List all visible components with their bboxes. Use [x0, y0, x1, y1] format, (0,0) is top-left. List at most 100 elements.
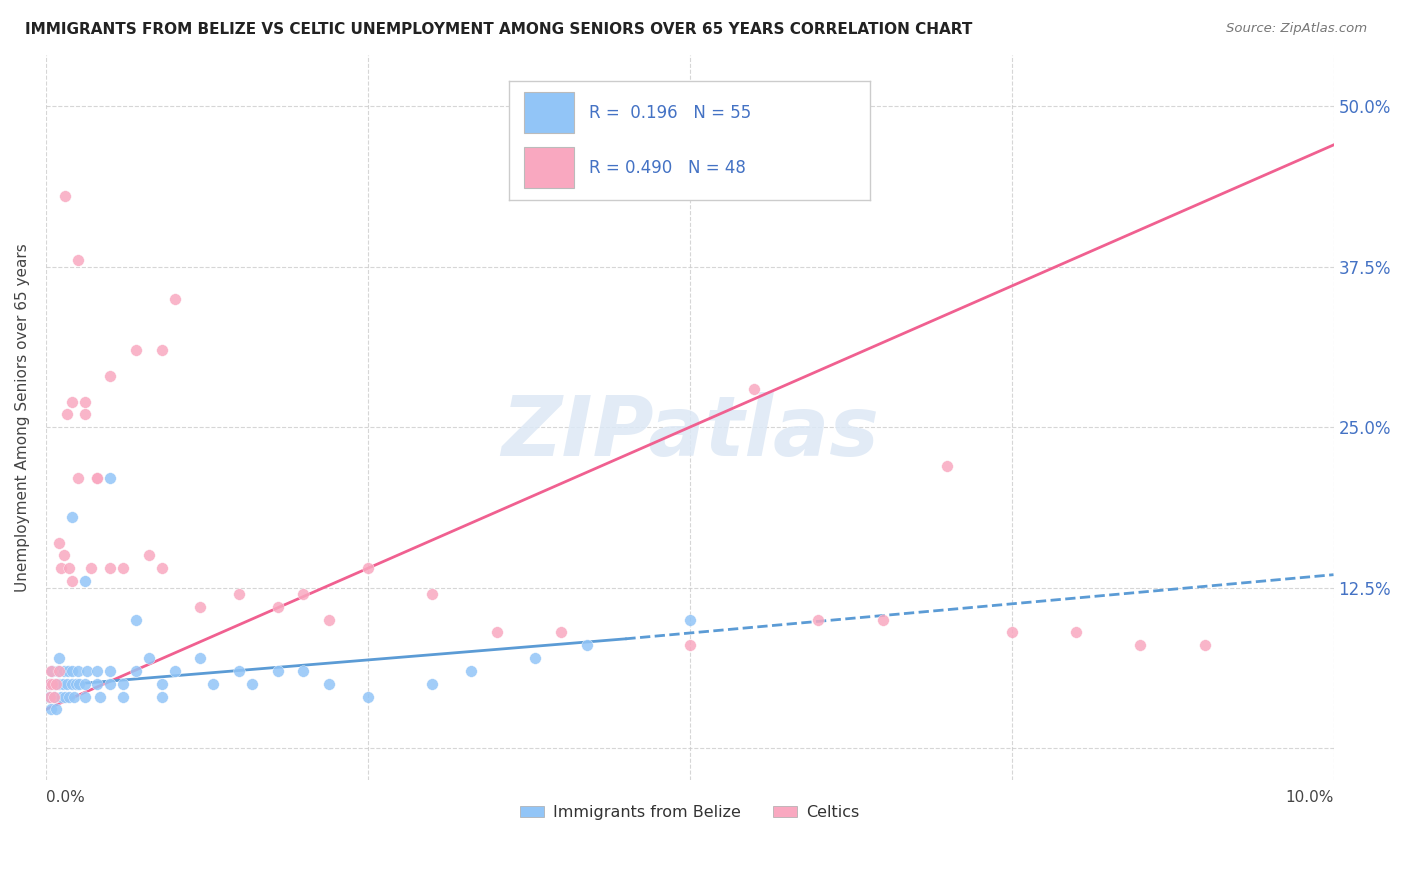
Point — [60, 510, 83, 524]
Point — [1129, 638, 1152, 652]
Point — [318, 613, 340, 627]
Point — [150, 677, 173, 691]
Point — [58, 690, 80, 704]
Point — [73, 677, 96, 691]
Point — [318, 677, 340, 691]
Point — [460, 664, 482, 678]
Point — [65, 677, 87, 691]
Point — [53, 189, 76, 203]
Point — [53, 664, 76, 678]
Point — [150, 561, 173, 575]
Point — [38, 677, 60, 691]
Point — [63, 690, 86, 704]
Point — [89, 690, 111, 704]
Point — [48, 664, 70, 678]
Point — [228, 664, 250, 678]
Point — [67, 471, 90, 485]
Point — [125, 613, 148, 627]
Point — [524, 651, 547, 665]
Point — [69, 677, 91, 691]
Point — [125, 664, 148, 678]
Point — [150, 343, 173, 358]
Point — [86, 471, 108, 485]
Point — [60, 664, 83, 678]
Point — [73, 394, 96, 409]
Point — [73, 690, 96, 704]
Point — [48, 651, 70, 665]
Point — [112, 677, 135, 691]
Point — [267, 599, 290, 614]
Point — [48, 677, 70, 691]
Point — [48, 535, 70, 549]
Point — [45, 702, 67, 716]
Text: IMMIGRANTS FROM BELIZE VS CELTIC UNEMPLOYMENT AMONG SENIORS OVER 65 YEARS CORREL: IMMIGRANTS FROM BELIZE VS CELTIC UNEMPLO… — [25, 22, 973, 37]
Point — [357, 690, 380, 704]
Point — [190, 651, 212, 665]
Point — [936, 458, 959, 473]
Point — [228, 587, 250, 601]
Point — [55, 677, 77, 691]
Point — [190, 599, 212, 614]
Point — [98, 664, 121, 678]
Point — [1001, 625, 1024, 640]
Point — [45, 677, 67, 691]
Point — [51, 690, 73, 704]
Point — [138, 549, 160, 563]
Point — [38, 690, 60, 704]
Point — [742, 382, 765, 396]
Point — [41, 677, 63, 691]
Point — [73, 408, 96, 422]
Point — [550, 625, 572, 640]
Point — [98, 471, 121, 485]
Point — [807, 613, 830, 627]
Point — [39, 664, 62, 678]
Point — [240, 677, 263, 691]
Point — [679, 613, 702, 627]
Point — [86, 664, 108, 678]
Point — [44, 677, 66, 691]
Point — [41, 664, 63, 678]
Text: 0.0%: 0.0% — [46, 790, 84, 805]
Point — [76, 664, 98, 678]
Point — [1064, 625, 1087, 640]
Point — [67, 253, 90, 268]
Point — [56, 664, 79, 678]
Text: 10.0%: 10.0% — [1285, 790, 1333, 805]
Legend: Immigrants from Belize, Celtics: Immigrants from Belize, Celtics — [513, 798, 866, 826]
Point — [292, 587, 315, 601]
Point — [53, 690, 76, 704]
Point — [485, 625, 508, 640]
Point — [292, 664, 315, 678]
Point — [357, 561, 380, 575]
Point — [55, 408, 77, 422]
Point — [125, 343, 148, 358]
Point — [60, 574, 83, 588]
Point — [73, 574, 96, 588]
Text: ZIPatlas: ZIPatlas — [501, 392, 879, 473]
Point — [575, 638, 598, 652]
Point — [872, 613, 894, 627]
Point — [42, 690, 65, 704]
Point — [80, 561, 103, 575]
Point — [38, 677, 60, 691]
Point — [60, 677, 83, 691]
Point — [60, 394, 83, 409]
Point — [51, 561, 73, 575]
Point — [52, 677, 75, 691]
Point — [138, 651, 160, 665]
Point — [39, 702, 62, 716]
Point — [58, 561, 80, 575]
Y-axis label: Unemployment Among Seniors over 65 years: Unemployment Among Seniors over 65 years — [15, 244, 30, 592]
Point — [1194, 638, 1216, 652]
Point — [98, 561, 121, 575]
Point — [86, 471, 108, 485]
Point — [112, 690, 135, 704]
Point — [112, 561, 135, 575]
Point — [86, 677, 108, 691]
Point — [679, 638, 702, 652]
Point — [98, 368, 121, 383]
Point — [46, 664, 69, 678]
Text: Source: ZipAtlas.com: Source: ZipAtlas.com — [1226, 22, 1367, 36]
Point — [38, 690, 60, 704]
Point — [53, 549, 76, 563]
